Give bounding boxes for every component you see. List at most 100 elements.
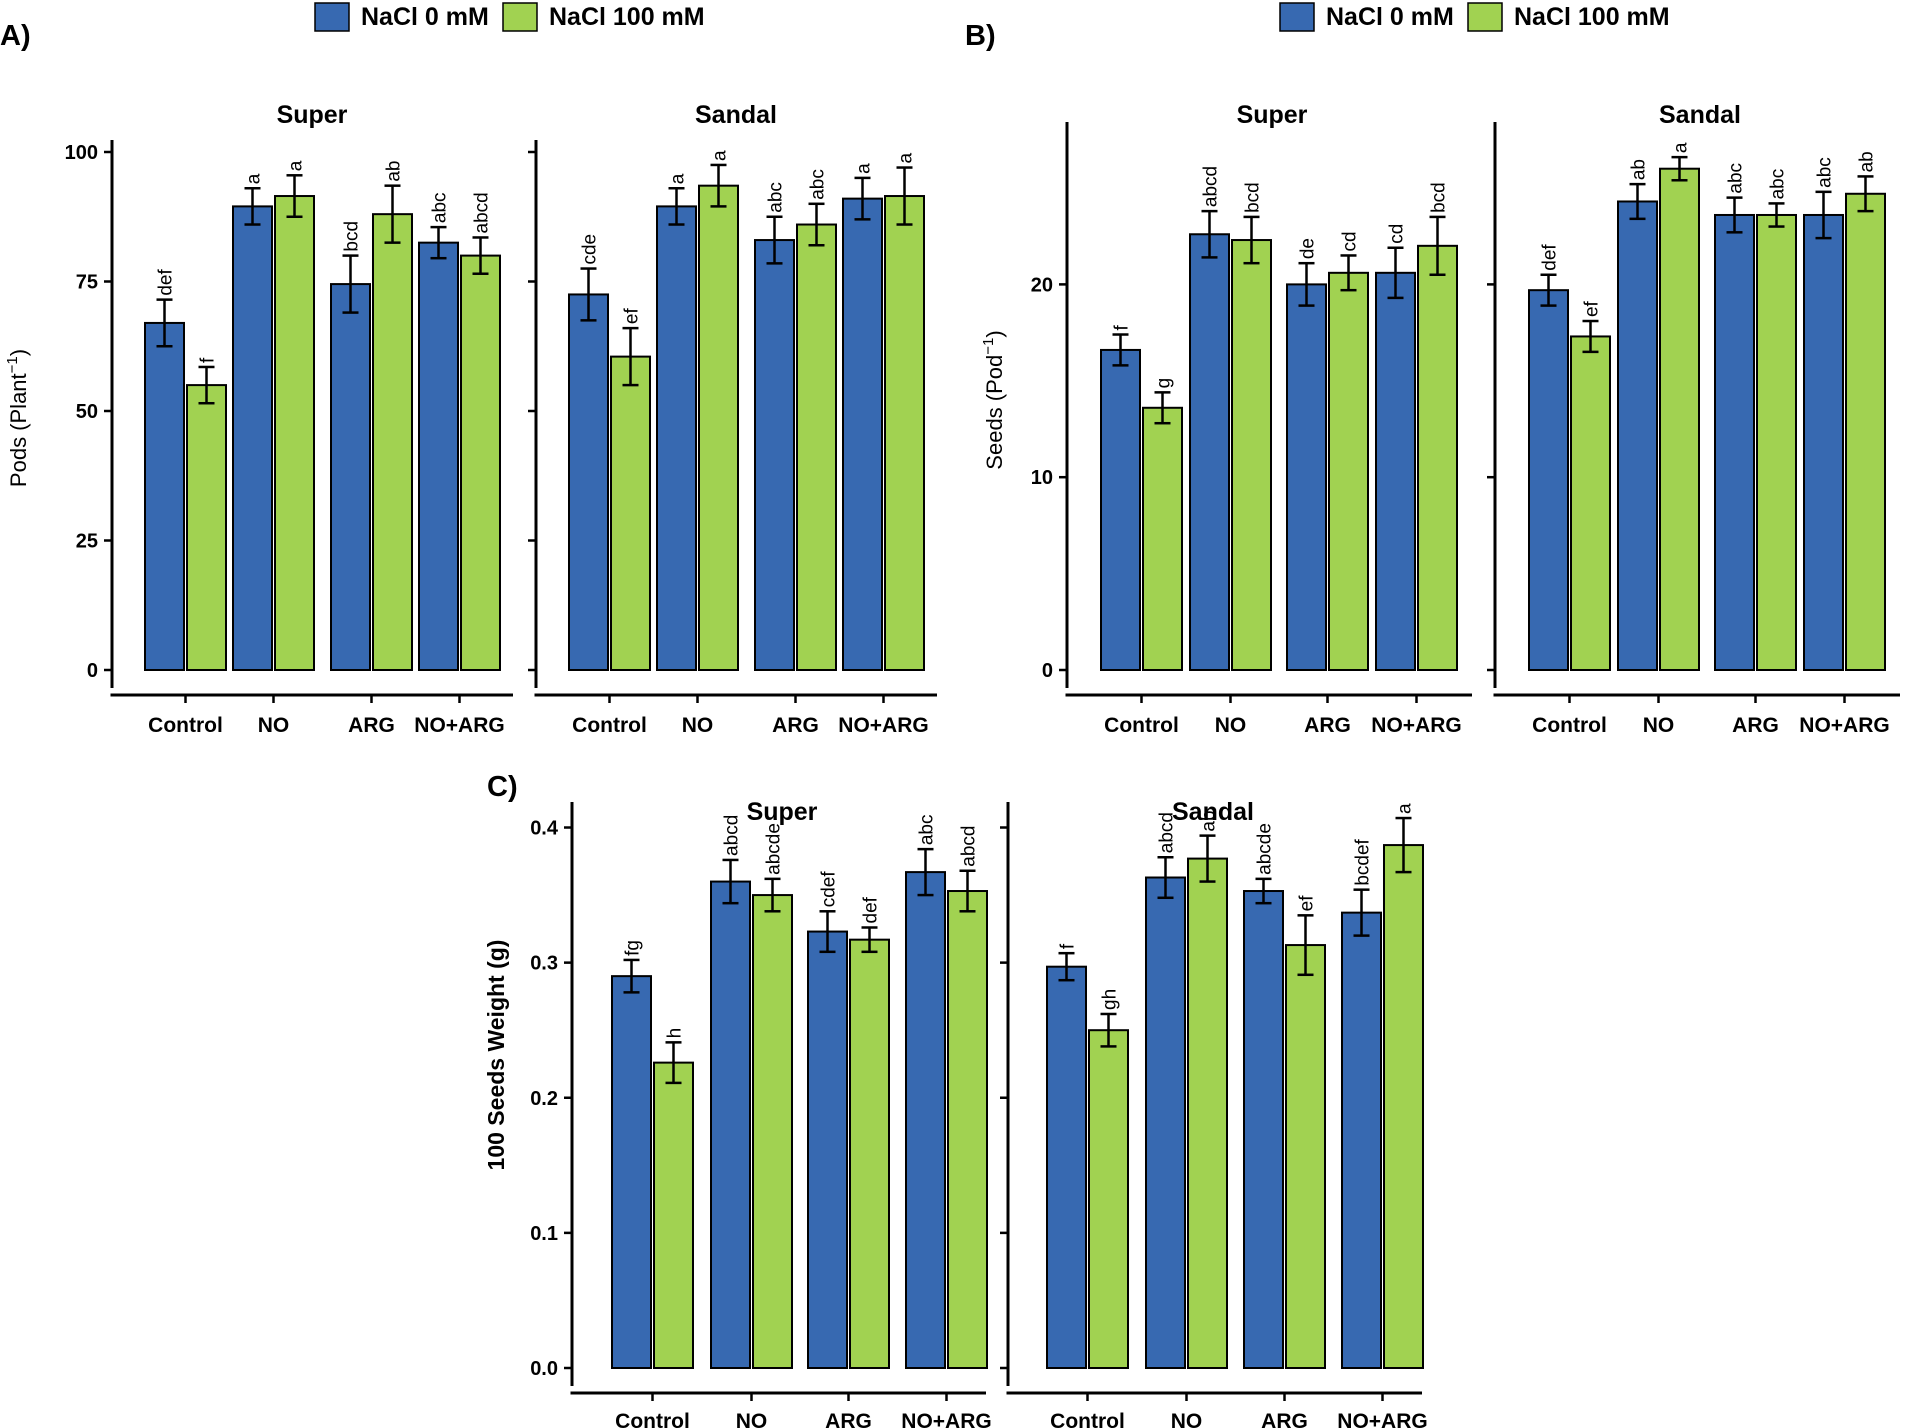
significance-letter: a (244, 173, 265, 184)
x-tick-label: ARG (1261, 1410, 1308, 1428)
x-tick-label: Control (148, 714, 223, 737)
x-tick-label: NO (1215, 714, 1247, 737)
x-tick-label: ARG (348, 714, 395, 737)
bar-nacl-0-mm (418, 241, 459, 671)
significance-letter: ef (622, 308, 643, 325)
bar-nacl-100-mm (274, 195, 315, 671)
y-tick-label: 0.0 (530, 1358, 558, 1380)
x-tick-label: ARG (825, 1410, 872, 1428)
significance-letter: abcde (1255, 823, 1276, 875)
significance-letter: a (854, 163, 875, 174)
bar-nacl-0-mm (1243, 890, 1284, 1370)
significance-letter: ab (1857, 151, 1878, 172)
significance-letter: ab (1199, 810, 1220, 831)
x-tick-label: ARG (1732, 714, 1779, 737)
significance-letter: bcdef (1353, 838, 1374, 885)
legend-label: NaCl 0 mM (1326, 3, 1454, 31)
significance-letter: abcd (722, 815, 743, 856)
bar-nacl-100-mm (1328, 271, 1369, 671)
x-tick-label: Control (1104, 714, 1179, 737)
bar-nacl-0-mm (1046, 965, 1087, 1369)
x-tick-label: NO+ARG (838, 714, 928, 737)
significance-letter: abcde (764, 823, 785, 875)
facet-title: Sandal (1172, 798, 1254, 826)
significance-letter: bcd (1429, 182, 1450, 213)
significance-letter: abc (1726, 163, 1747, 194)
bar-nacl-100-mm (653, 1061, 694, 1369)
significance-letter: cdef (819, 871, 840, 908)
significance-letter: h (665, 1028, 686, 1039)
bar-nacl-0-mm (656, 205, 697, 671)
significance-letter: f (1058, 943, 1079, 949)
bar-nacl-100-mm (1187, 857, 1228, 1370)
significance-letter: cd (1387, 224, 1408, 244)
significance-letter: f (198, 357, 219, 363)
y-tick-label: 0 (1042, 660, 1053, 682)
y-tick-label: 0 (87, 660, 98, 682)
significance-letter: bcd (1243, 182, 1264, 213)
y-tick-label: 0.3 (530, 953, 558, 975)
significance-letter: de (1298, 238, 1319, 259)
significance-letter: abcd (472, 192, 493, 233)
bar-nacl-0-mm (1145, 876, 1186, 1369)
bar-nacl-100-mm (610, 355, 651, 671)
panel-label: A) (0, 20, 31, 52)
significance-letter: abcd (1157, 812, 1178, 853)
bar-nacl-0-mm (330, 283, 371, 671)
facet-super: Super 0 25 50 75 100 Control def f NO a a ARG bcd ab NO… (65, 101, 513, 737)
bar-nacl-0-mm (1100, 348, 1141, 671)
panel-2: C) 100 Seeds Weight (g) Super 0.0 0.1 0.2 0.3 0… (483, 771, 1428, 1428)
y-tick-label: 100 (65, 142, 98, 164)
significance-letter: def (156, 268, 177, 295)
bar-nacl-0-mm (754, 239, 795, 671)
legend-swatch (1467, 2, 1503, 32)
bar-nacl-100-mm (1142, 406, 1183, 671)
significance-letter: abc (766, 182, 787, 213)
y-tick-label: 0.2 (530, 1088, 558, 1110)
significance-letter: gh (1100, 989, 1121, 1010)
bar-nacl-0-mm (1189, 233, 1230, 671)
x-tick-label: Control (572, 714, 647, 737)
y-tick-label: 75 (76, 272, 98, 294)
bar-nacl-100-mm (796, 223, 837, 672)
bar-nacl-100-mm (460, 254, 501, 671)
x-tick-label: NO (736, 1410, 768, 1428)
legend-swatch (1279, 2, 1315, 32)
facet-title: Sandal (1659, 101, 1741, 129)
significance-letter: ef (1582, 300, 1603, 317)
significance-letter: bcd (342, 221, 363, 252)
y-axis-title-main: Pods (Plant (6, 373, 31, 487)
significance-letter: cd (1340, 231, 1361, 251)
bar-nacl-100-mm (1088, 1029, 1129, 1369)
significance-letter: g (1154, 378, 1175, 389)
y-axis-title-close: ) (6, 349, 31, 356)
significance-letter: a (286, 160, 307, 171)
bar-nacl-0-mm (1617, 200, 1658, 671)
panel-label: C) (487, 771, 518, 803)
bar-nacl-0-mm (611, 975, 652, 1370)
bar-nacl-0-mm (807, 930, 848, 1369)
significance-letter: def (1540, 244, 1561, 271)
x-tick-label: Control (1532, 714, 1607, 737)
legend-label: NaCl 100 mM (549, 3, 705, 31)
bar-nacl-100-mm (1659, 167, 1700, 671)
legend-swatch (314, 2, 350, 32)
bar-nacl-100-mm (849, 938, 890, 1369)
bar-nacl-0-mm (144, 321, 185, 671)
significance-letter: a (710, 150, 731, 161)
bar-nacl-100-mm (1383, 844, 1424, 1369)
significance-letter: a (896, 153, 917, 164)
significance-letter: abc (1768, 169, 1789, 200)
bar-nacl-100-mm (698, 184, 739, 671)
significance-letter: f (1112, 325, 1133, 331)
bar-nacl-100-mm (1756, 213, 1797, 671)
bar-nacl-0-mm (1803, 213, 1844, 671)
y-tick-label: 0.4 (530, 818, 559, 840)
panel-1: B) NaCl 0 mM NaCl 100 mM Seeds (Pod−1) Super… (965, 2, 1900, 737)
facet-sandal: Sandal Control cde ef NO a a ARG abc abc NO+ARG a a (528, 101, 937, 737)
y-axis-title-main: Seeds (Pod (982, 355, 1007, 470)
x-tick-label: NO (682, 714, 714, 737)
bar-nacl-100-mm (186, 384, 227, 671)
significance-letter: abc (917, 814, 938, 845)
